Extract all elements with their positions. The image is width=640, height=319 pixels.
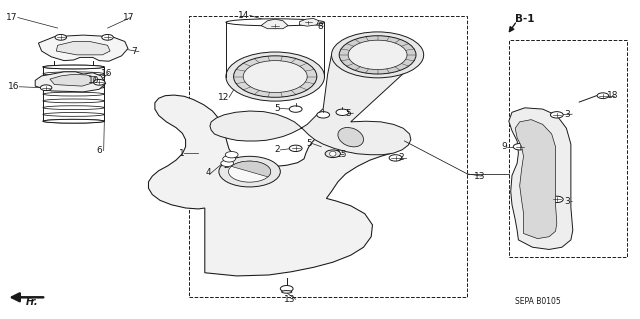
Text: 1: 1 [179,149,184,158]
Text: 13: 13 [284,295,296,304]
Text: 5: 5 [307,139,312,148]
Text: 15: 15 [336,150,348,159]
Circle shape [317,112,330,118]
Circle shape [234,56,317,97]
Circle shape [102,34,113,40]
Ellipse shape [330,151,336,156]
Polygon shape [210,55,424,155]
Text: 8: 8 [317,22,323,31]
Circle shape [269,23,281,28]
Text: 3: 3 [564,197,570,206]
Text: 5: 5 [275,104,280,113]
Circle shape [93,79,105,85]
Polygon shape [35,72,106,92]
Circle shape [223,156,236,162]
Polygon shape [509,108,573,249]
Ellipse shape [282,291,292,293]
Text: 9: 9 [501,142,507,151]
Text: 14: 14 [238,11,250,20]
Circle shape [243,61,307,93]
Circle shape [219,156,280,187]
Circle shape [597,93,609,99]
Circle shape [237,163,250,170]
Circle shape [332,32,424,78]
Text: 12: 12 [218,93,229,102]
Circle shape [325,150,340,158]
Text: 16: 16 [101,69,113,78]
Text: 2: 2 [398,153,404,162]
Polygon shape [56,41,110,55]
Circle shape [40,85,52,91]
Text: Fr.: Fr. [26,297,38,308]
Circle shape [550,196,563,203]
Text: B-1: B-1 [515,14,534,24]
Text: 10: 10 [88,76,100,85]
Circle shape [513,144,526,150]
Bar [189,16,467,297]
Polygon shape [148,95,404,276]
Circle shape [339,36,416,74]
Ellipse shape [43,119,104,123]
Text: 6: 6 [96,146,102,155]
Polygon shape [261,19,288,29]
Text: SEPA B0105: SEPA B0105 [515,297,561,306]
Circle shape [336,109,349,115]
Ellipse shape [43,65,104,69]
Circle shape [348,40,407,70]
Text: 13: 13 [474,172,485,181]
Circle shape [221,160,234,167]
Text: 4: 4 [205,168,211,177]
Bar [509,40,627,257]
Circle shape [289,106,302,112]
Text: 11: 11 [384,47,396,56]
Text: 2: 2 [275,145,280,154]
Polygon shape [50,74,96,86]
Wedge shape [231,161,271,177]
Text: 3: 3 [564,110,570,119]
Circle shape [226,52,324,101]
Text: 16: 16 [8,82,19,91]
Text: 7: 7 [131,47,137,56]
Circle shape [289,145,302,152]
Text: 5: 5 [346,109,351,118]
Polygon shape [300,19,319,26]
Circle shape [225,152,238,158]
Ellipse shape [338,128,364,147]
Text: 2: 2 [223,161,229,170]
Polygon shape [515,120,557,239]
Circle shape [55,34,67,40]
Circle shape [550,112,563,118]
Ellipse shape [226,19,324,26]
Circle shape [280,286,293,292]
Circle shape [303,20,314,25]
Text: 18: 18 [607,91,618,100]
Text: 17: 17 [6,13,18,22]
Text: 17: 17 [123,13,134,22]
Polygon shape [38,35,128,61]
Circle shape [389,155,402,161]
Circle shape [228,161,271,182]
